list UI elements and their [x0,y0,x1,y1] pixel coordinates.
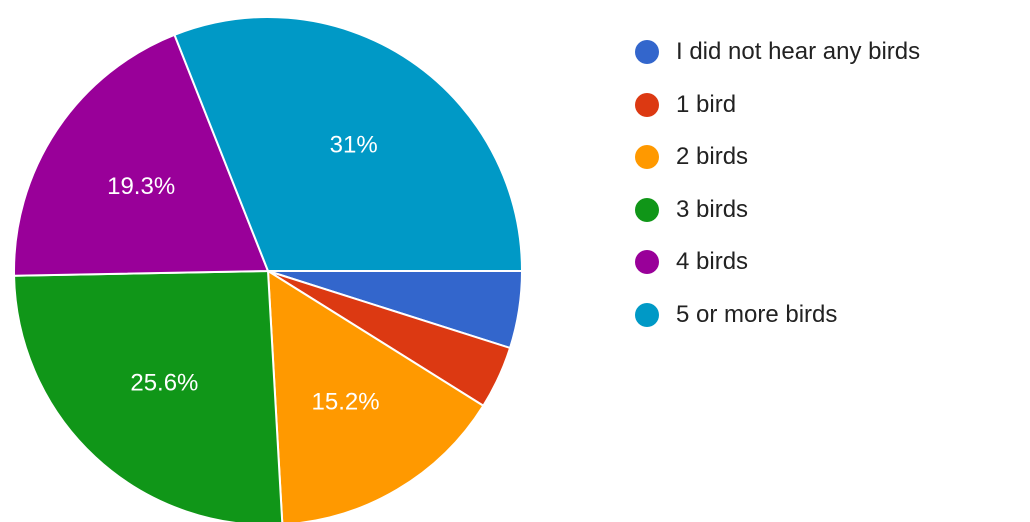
legend-item-5-or-more-birds[interactable]: 5 or more birds [635,289,920,342]
legend-label-1-bird: 1 bird [676,90,737,118]
pie-slice-labels: 15.2% 25.6% 19.3% 31% [107,131,379,415]
legend-item-no-birds[interactable]: I did not hear any birds [635,26,920,79]
legend-swatch-5-or-more-birds [635,302,659,327]
legend-label-4-birds: 4 birds [676,248,749,276]
legend-item-1-bird[interactable]: 1 bird [635,79,920,132]
legend-label-3-birds: 3 birds [676,195,749,223]
pie-slice-4-birds[interactable] [13,33,270,277]
legend-swatch-no-birds [635,40,659,65]
slice-label-5-or-more-birds: 31% [330,131,378,158]
pie-slice-5-or-more-birds[interactable] [173,16,524,272]
legend: I did not hear any birds 1 bird 2 birds … [635,26,920,341]
slice-label-4-birds: 19.3% [107,173,175,200]
legend-swatch-4-birds [635,250,659,275]
legend-swatch-3-birds [635,197,659,222]
legend-label-2-birds: 2 birds [676,143,749,171]
slice-label-2-birds: 15.2% [312,389,380,416]
legend-item-4-birds[interactable]: 4 birds [635,236,920,289]
pie-slices [13,16,524,522]
legend-label-5-or-more-birds: 5 or more birds [676,300,838,328]
legend-swatch-1-bird [635,92,659,117]
legend-item-2-birds[interactable]: 2 birds [635,131,920,184]
slice-label-3-birds: 25.6% [130,369,198,396]
legend-item-3-birds[interactable]: 3 birds [635,184,920,237]
pie-slice-2-birds[interactable] [266,269,485,522]
legend-label-no-birds: I did not hear any birds [676,38,921,66]
pie-slice-3-birds[interactable] [13,269,284,522]
legend-swatch-2-birds [635,145,659,170]
